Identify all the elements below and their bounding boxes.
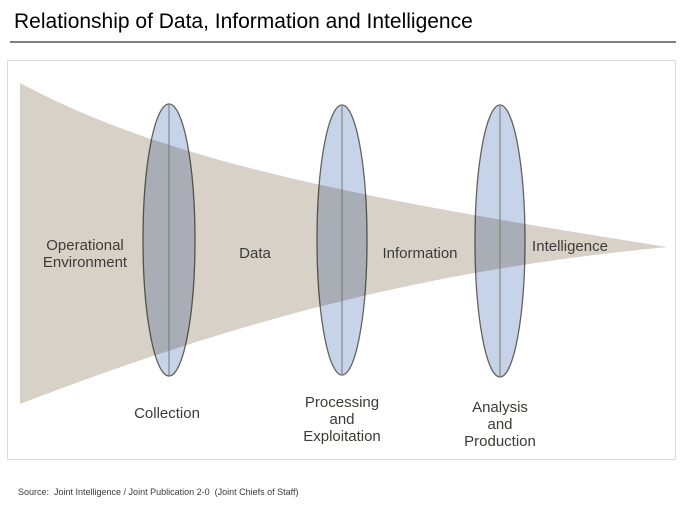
lens-label-collection: Collection	[134, 405, 200, 422]
stage-label-intelligence: Intelligence	[532, 238, 608, 255]
stage-label-data: Data	[239, 245, 271, 262]
stage-label-operational-environment: Operational Environment	[42, 237, 128, 271]
title-divider	[10, 41, 676, 43]
stage-label-information: Information	[382, 245, 458, 262]
diagram-frame	[7, 60, 676, 460]
page-title: Relationship of Data, Information and In…	[14, 10, 473, 33]
source-note: Source: Joint Intelligence / Joint Publi…	[18, 487, 299, 497]
lens-label-processing-exploitation: Processing and Exploitation	[303, 394, 381, 445]
lens-label-analysis-production: Analysis and Production	[464, 399, 536, 450]
